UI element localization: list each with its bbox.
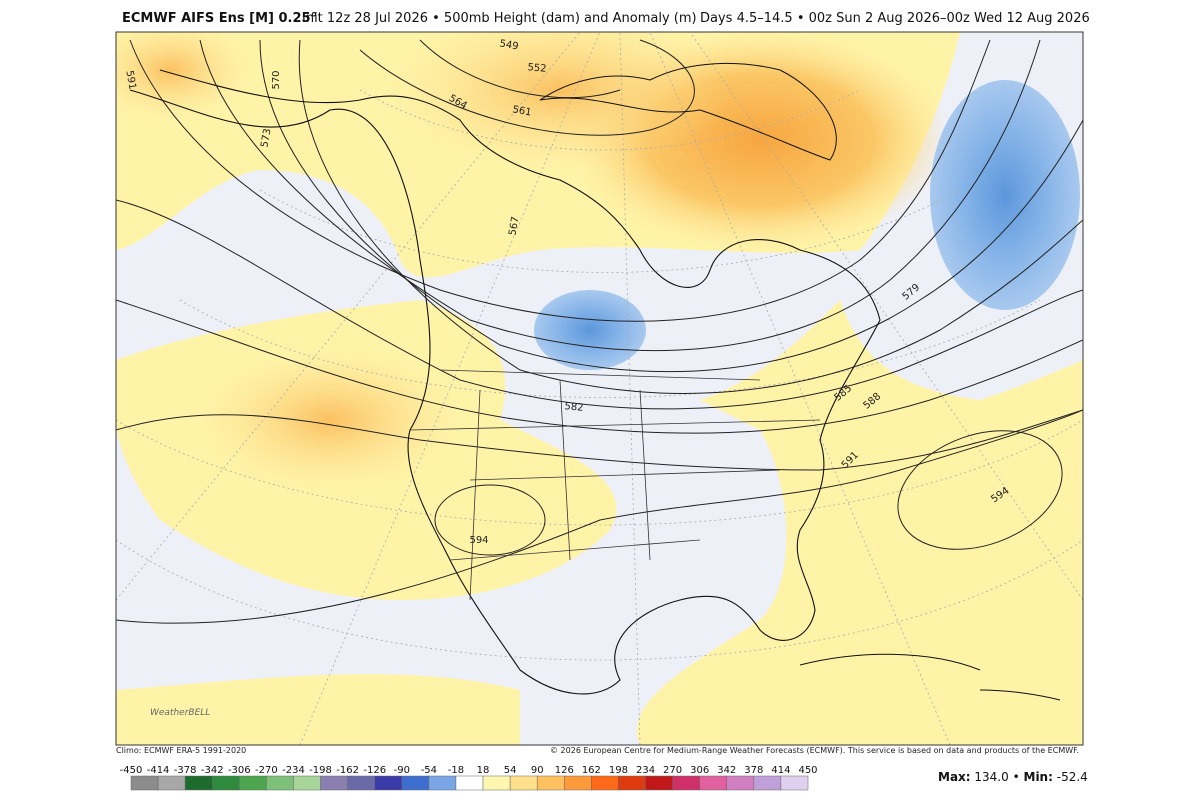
contour-label: 594 — [469, 535, 488, 546]
colorbar-tick-label: 342 — [717, 765, 736, 776]
colorbar-swatch — [509, 775, 538, 791]
colorbar: -450 -414 -378 -342 -306 -270 -234 -198 -162 -126… — [120, 765, 818, 791]
colorbar-swatch — [293, 775, 321, 791]
contour-label: 549 — [499, 38, 520, 52]
map: WeatherBELL — [116, 32, 1083, 745]
colorbar-tick-label: -198 — [309, 765, 332, 776]
colorbar-swatch — [645, 775, 673, 791]
colorbar-tick-label: -18 — [448, 765, 464, 776]
colorbar-tick-label: 54 — [504, 765, 517, 776]
colorbar-tick-label: -414 — [147, 765, 170, 776]
colorbar-swatch — [266, 775, 294, 791]
colorbar-swatch — [347, 775, 375, 791]
colorbar-swatch — [726, 775, 755, 791]
anomaly-field — [116, 32, 250, 120]
colorbar-tick-label: -162 — [336, 765, 359, 776]
colorbar-tick-label: -234 — [282, 765, 305, 776]
colorbar-swatch — [591, 775, 619, 791]
coastline — [129, 69, 881, 695]
colorbar-tick-label: -306 — [228, 765, 251, 776]
contour-label: 567 — [507, 216, 521, 237]
colorbar-swatch — [401, 775, 430, 791]
colorbar-tick-label: -270 — [255, 765, 278, 776]
contour-label: 573 — [259, 128, 273, 149]
contour-label: 552 — [527, 62, 547, 75]
anomaly-field — [116, 674, 520, 745]
colorbar-swatch — [536, 775, 565, 791]
copyright: © 2026 European Centre for Medium-Range … — [550, 746, 1079, 755]
colorbar-tick-label: 450 — [798, 765, 817, 776]
colorbar-tick-label: -54 — [421, 765, 437, 776]
colorbar-swatch — [374, 775, 403, 791]
anomaly-field — [534, 290, 646, 370]
colorbar-tick-label: 90 — [531, 765, 544, 776]
colorbar-swatch — [428, 775, 457, 791]
graticule — [116, 32, 1083, 745]
period: Days 4.5–14.5 • 00z Sun 2 Aug 2026–00z W… — [700, 11, 1090, 26]
colorbar-tick-label: -378 — [174, 765, 197, 776]
anomaly-field — [200, 350, 460, 490]
contour-label: 561 — [512, 104, 533, 118]
colorbar-tick-label: 18 — [477, 765, 490, 776]
colorbar-swatch — [564, 775, 592, 791]
colorbar-tick-label: 162 — [582, 765, 601, 776]
max-label: Max: — [938, 770, 971, 784]
colorbar-tick-label: 198 — [609, 765, 628, 776]
colorbar-tick-label: -342 — [201, 765, 224, 776]
map-frame — [115, 31, 1084, 746]
colorbar-swatch — [618, 775, 646, 791]
colorbar-swatch — [211, 775, 240, 791]
max-value: 134.0 — [974, 770, 1008, 784]
colorbar-tick-label: 306 — [690, 765, 709, 776]
colorbar-tick-label: -90 — [394, 765, 410, 776]
colorbar-swatch — [672, 775, 700, 791]
colorbar-tick-label: -126 — [363, 765, 386, 776]
climo-note: Climo: ECMWF ERA-5 1991-2020 — [116, 746, 246, 755]
colorbar-swatch — [482, 775, 511, 791]
colorbar-swatch — [753, 775, 782, 791]
colorbar-swatch — [130, 775, 159, 791]
contour-label: 582 — [564, 401, 584, 414]
colorbar-tick-label: 126 — [555, 765, 574, 776]
min-value: -52.4 — [1057, 770, 1088, 784]
borders — [409, 369, 821, 601]
height-contours — [116, 39, 1083, 624]
anomaly-field — [636, 300, 1083, 745]
colorbar-swatch — [157, 775, 186, 791]
colorbar-tick-label: 234 — [636, 765, 655, 776]
colorbar-swatch — [780, 775, 809, 791]
colorbar-swatch — [699, 775, 728, 791]
contour-label: 570 — [271, 70, 282, 89]
anomaly-field — [930, 80, 1080, 310]
title: ECMWF AIFS Ens [M] 0.25° — [122, 11, 317, 26]
init-field: Init 12z 28 Jul 2026 • 500mb Height (dam… — [302, 11, 697, 26]
coastline — [539, 62, 837, 161]
colorbar-tick-label: 378 — [744, 765, 763, 776]
logo: WeatherBELL — [150, 708, 210, 718]
colorbar-tick-label: -450 — [120, 765, 143, 776]
contour-label: 591 — [123, 70, 137, 91]
separator: • — [1013, 770, 1020, 784]
coastline — [799, 653, 1061, 701]
colorbar-tick-label: 270 — [663, 765, 682, 776]
anomaly-field — [390, 32, 730, 170]
colorbar-tick-label: 414 — [771, 765, 790, 776]
min-label: Min: — [1024, 770, 1053, 784]
max-min: Max: 134.0 • Min: -52.4 — [938, 770, 1088, 784]
colorbar-swatch — [184, 775, 213, 791]
colorbar-swatch — [455, 775, 484, 791]
colorbar-swatch — [320, 775, 348, 791]
colorbar-swatch — [239, 775, 267, 791]
